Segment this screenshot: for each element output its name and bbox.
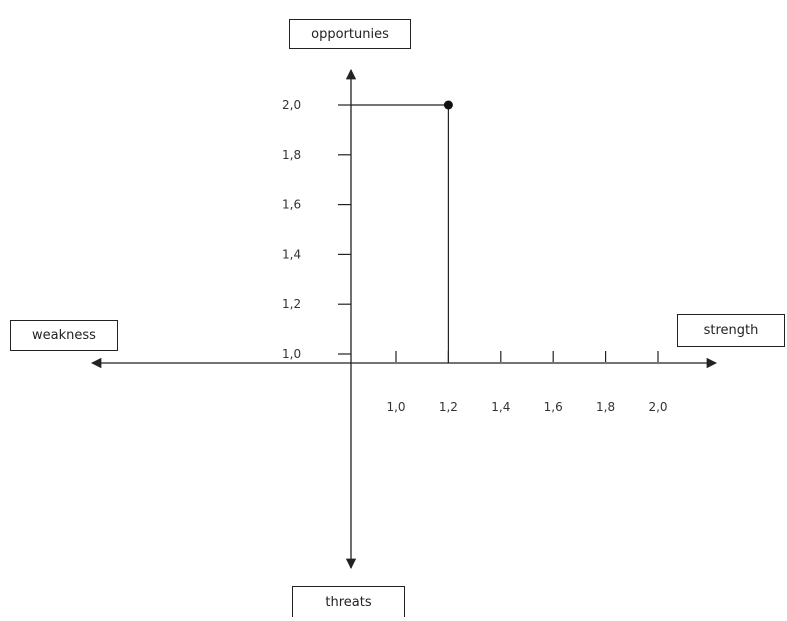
- x-tick-label: 1,8: [596, 400, 615, 414]
- y-tick-label: 1,0: [282, 347, 301, 361]
- y-tick-label: 1,4: [282, 247, 301, 261]
- x-tick-label: 1,2: [439, 400, 458, 414]
- y-tick-label: 1,8: [282, 148, 301, 162]
- x-tick-label: 2,0: [648, 400, 667, 414]
- y-tick-label: 1,6: [282, 198, 301, 212]
- opportunities-label: opportunies: [289, 19, 411, 49]
- x-tick-label: 1,6: [544, 400, 563, 414]
- x-tick-label: 1,4: [491, 400, 510, 414]
- y-tick-label: 1,2: [282, 297, 301, 311]
- data-point: [443, 100, 453, 110]
- x-tick-label: 1,0: [386, 400, 405, 414]
- strength-label: strength: [677, 314, 785, 347]
- y-tick-label: 2,0: [282, 98, 301, 112]
- threats-label: threats: [292, 586, 405, 617]
- weakness-label: weakness: [10, 320, 118, 351]
